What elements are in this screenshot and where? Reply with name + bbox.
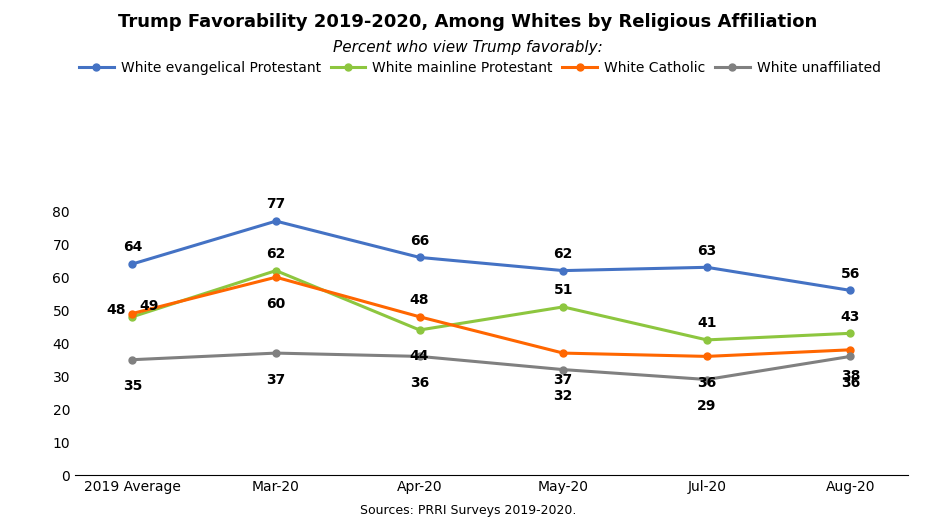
Text: 38: 38 [841,369,860,383]
White Catholic [126,310,138,317]
White mainline Protestant [701,337,712,343]
Line: White Catholic: White Catholic [129,274,854,360]
Text: 29: 29 [697,399,717,413]
Text: 48: 48 [410,293,430,307]
White evangelical Protestant [126,261,138,267]
Text: 63: 63 [697,243,716,258]
Text: 62: 62 [553,247,573,261]
White Catholic [558,350,569,356]
Text: 66: 66 [410,234,430,248]
Text: 56: 56 [841,267,860,281]
Text: 49: 49 [139,299,159,314]
Text: 37: 37 [267,373,285,386]
Text: 37: 37 [553,373,573,386]
White evangelical Protestant [845,287,856,294]
Text: 36: 36 [841,376,860,390]
Text: 77: 77 [267,197,285,211]
White unaffiliated [271,350,282,356]
Text: 64: 64 [123,240,142,254]
Text: 43: 43 [841,309,860,324]
Line: White mainline Protestant: White mainline Protestant [129,267,854,343]
White mainline Protestant [558,304,569,310]
White mainline Protestant [414,327,425,333]
White Catholic [271,274,282,280]
White unaffiliated [845,353,856,360]
Text: 36: 36 [697,376,716,390]
White evangelical Protestant [271,218,282,224]
White unaffiliated [414,353,425,360]
White Catholic [845,347,856,353]
White mainline Protestant [271,267,282,274]
White evangelical Protestant [558,267,569,274]
Text: 32: 32 [553,389,573,403]
White unaffiliated [558,366,569,373]
White unaffiliated [701,376,712,383]
Text: 44: 44 [410,350,430,363]
White evangelical Protestant [701,264,712,270]
White mainline Protestant [845,330,856,336]
Text: Trump Favorability 2019-2020, Among Whites by Religious Affiliation: Trump Favorability 2019-2020, Among Whit… [118,13,818,31]
Text: 36: 36 [410,376,430,390]
Line: White evangelical Protestant: White evangelical Protestant [129,218,854,294]
Text: Sources: PRRI Surveys 2019-2020.: Sources: PRRI Surveys 2019-2020. [359,504,577,517]
Legend: White evangelical Protestant, White mainline Protestant, White Catholic, White u: White evangelical Protestant, White main… [74,55,886,80]
Text: 48: 48 [106,303,125,317]
Text: 60: 60 [267,297,285,310]
Text: 51: 51 [553,283,573,297]
Text: 62: 62 [266,247,285,261]
White evangelical Protestant [414,254,425,261]
White Catholic [414,314,425,320]
Line: White unaffiliated: White unaffiliated [129,350,854,383]
Text: Percent who view Trump favorably:: Percent who view Trump favorably: [333,40,603,54]
Text: 41: 41 [697,316,717,330]
White unaffiliated [126,356,138,363]
White mainline Protestant [126,314,138,320]
Text: 35: 35 [123,379,142,393]
White Catholic [701,353,712,360]
